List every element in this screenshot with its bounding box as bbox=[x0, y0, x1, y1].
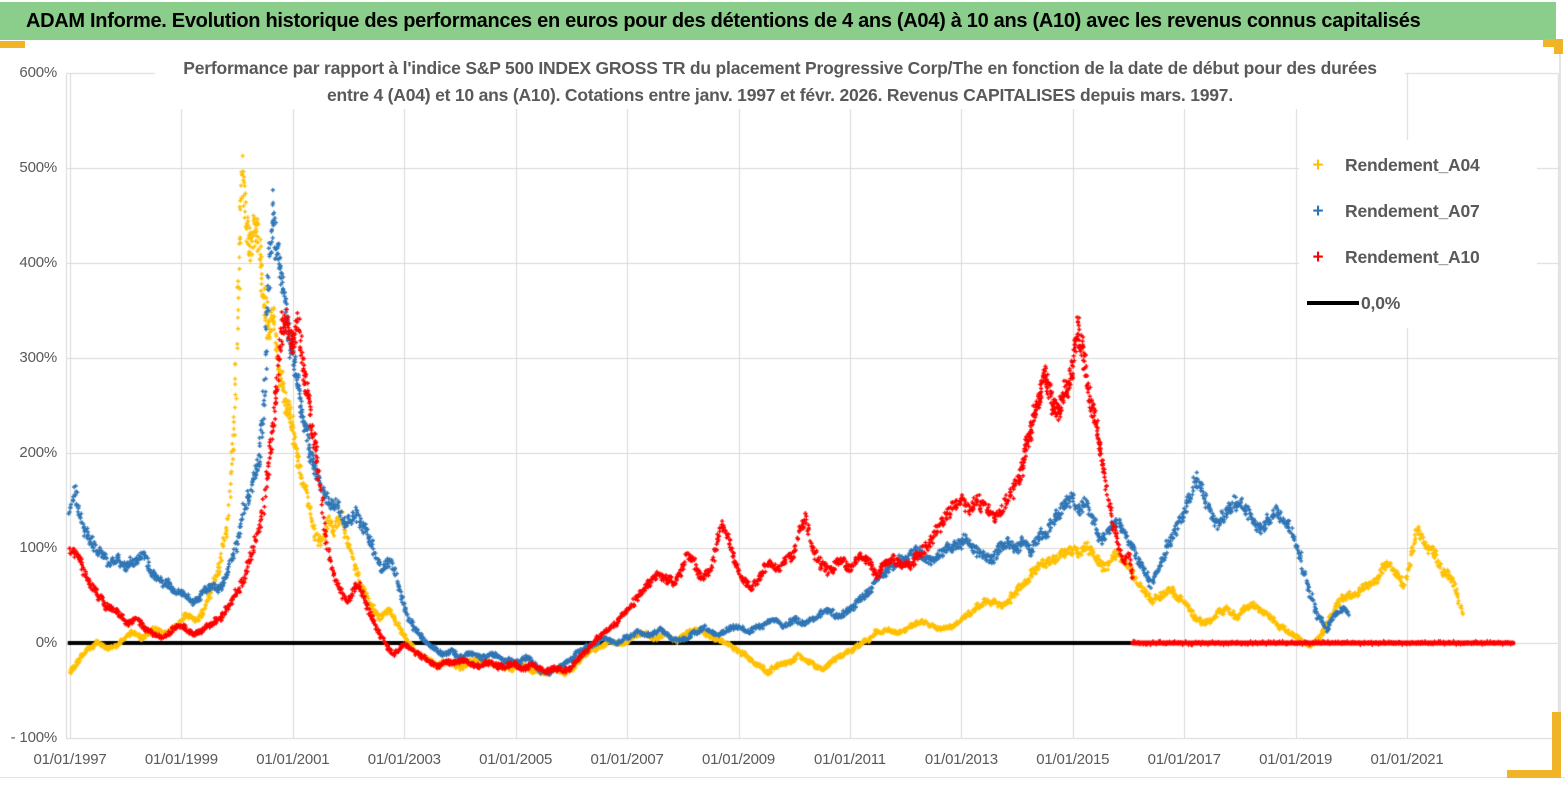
y-axis-tick-label: 200% bbox=[19, 444, 57, 461]
x-axis-tick-label: 01/01/2013 bbox=[924, 751, 998, 768]
gold-accent-bottom-right-h bbox=[1507, 770, 1561, 778]
chart-legend: + Rendement_A04 + Rendement_A07 + Rendement_A… bbox=[1299, 140, 1537, 328]
x-axis-tick-label: 01/01/2003 bbox=[367, 751, 441, 768]
y-axis-tick-label: 0% bbox=[35, 634, 57, 651]
legend-item-rendement-a10[interactable]: + Rendement_A10 bbox=[1299, 234, 1537, 280]
chart-bottom-border bbox=[0, 777, 1565, 778]
x-axis-tick-label: 01/01/2007 bbox=[590, 751, 664, 768]
x-axis-tick-label: 01/01/1999 bbox=[144, 751, 218, 768]
plus-marker-icon: + bbox=[1312, 246, 1324, 268]
legend-label: 0,0% bbox=[1361, 292, 1401, 313]
x-axis-tick-label: 01/01/2017 bbox=[1147, 751, 1221, 768]
y-axis-tick-label: 600% bbox=[19, 64, 57, 81]
legend-label: Rendement_A07 bbox=[1345, 200, 1480, 221]
x-axis-tick-label: 01/01/2005 bbox=[479, 751, 553, 768]
y-axis-tick-label: 500% bbox=[19, 159, 57, 176]
x-axis-tick-label: 01/01/2009 bbox=[701, 751, 776, 768]
gold-accent-top-right-v bbox=[1554, 39, 1563, 54]
chart-title-line1: Performance par rapport à l'indice S&P 5… bbox=[183, 58, 1377, 78]
app-header: ADAM Informe. Evolution historique des p… bbox=[0, 2, 1556, 40]
legend-label: Rendement_A10 bbox=[1345, 246, 1480, 267]
gold-accent-top-right-h bbox=[1543, 39, 1563, 47]
header-title: ADAM Informe. Evolution historique des p… bbox=[26, 9, 1421, 32]
x-axis-tick-label: 01/01/2019 bbox=[1259, 751, 1333, 768]
chart-right-border bbox=[1559, 52, 1561, 778]
x-axis-tick-label: 01/01/1997 bbox=[33, 751, 107, 768]
legend-item-0-0-[interactable]: 0,0% bbox=[1299, 280, 1537, 326]
chart-title: Performance par rapport à l'indice S&P 5… bbox=[155, 55, 1405, 109]
y-axis-tick-label: 100% bbox=[19, 539, 57, 556]
legend-label: Rendement_A04 bbox=[1345, 154, 1480, 175]
x-axis-tick-label: 01/01/2021 bbox=[1370, 751, 1444, 768]
y-axis-tick-label: 300% bbox=[19, 349, 57, 366]
chart-title-line2: entre 4 (A04) et 10 ans (A10). Cotations… bbox=[327, 85, 1233, 105]
plus-marker-icon: + bbox=[1312, 154, 1324, 176]
legend-item-rendement-a07[interactable]: + Rendement_A07 bbox=[1299, 188, 1537, 234]
gold-accent-bottom-right-v bbox=[1552, 712, 1561, 778]
y-axis-tick-label: 400% bbox=[19, 254, 57, 271]
gold-accent-left-tab bbox=[0, 41, 25, 48]
zero-line-swatch bbox=[1307, 301, 1359, 305]
legend-item-rendement-a04[interactable]: + Rendement_A04 bbox=[1299, 142, 1537, 188]
x-axis-tick-label: 01/01/2015 bbox=[1036, 751, 1110, 768]
y-axis-tick-label: - 100% bbox=[10, 729, 58, 746]
x-axis-tick-label: 01/01/2011 bbox=[813, 751, 886, 768]
x-axis-tick-label: 01/01/2001 bbox=[256, 751, 330, 768]
plus-marker-icon: + bbox=[1312, 200, 1324, 222]
